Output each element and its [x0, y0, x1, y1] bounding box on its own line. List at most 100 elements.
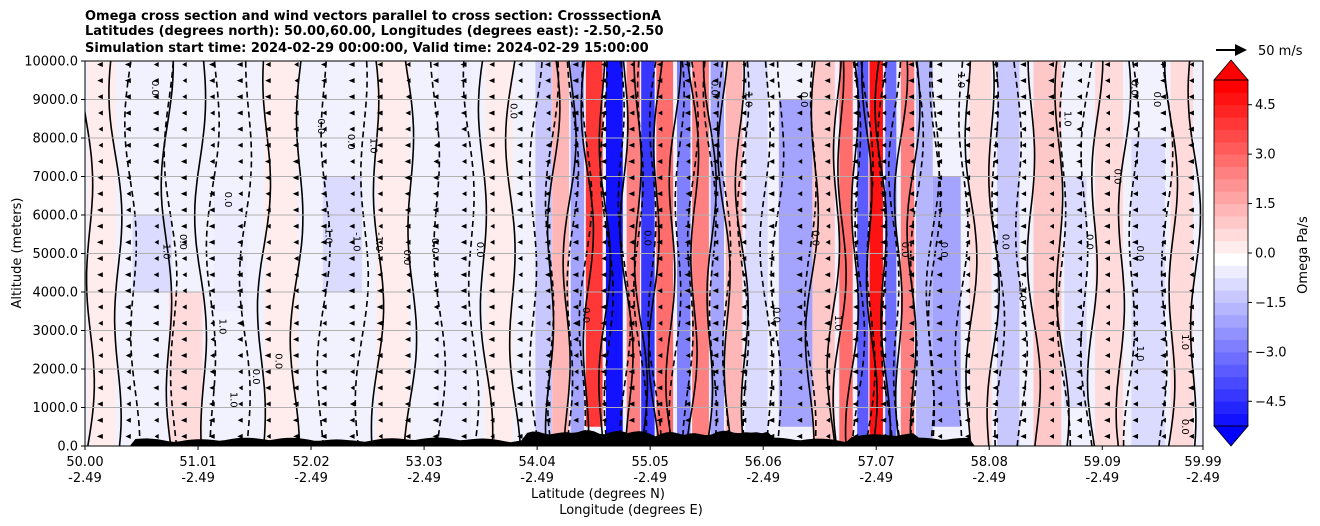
wind-vector [320, 433, 327, 439]
wind-vector [684, 78, 691, 84]
wind-vector [97, 94, 103, 100]
wind-vector [350, 401, 355, 407]
wind-vector [294, 288, 299, 294]
wind-vector [1161, 401, 1166, 407]
wind-vector [1048, 288, 1054, 294]
wind-vector [264, 159, 271, 164]
wind-vector [657, 304, 663, 310]
wind-vector [125, 142, 131, 148]
wind-vector [880, 417, 887, 423]
wind-vector [1048, 94, 1054, 100]
wind-vector [853, 78, 859, 84]
wind-vector [264, 336, 271, 342]
wind-vector [685, 417, 691, 423]
wind-vector [824, 288, 831, 294]
wind-vector [994, 110, 999, 116]
wind-vector [1132, 288, 1138, 294]
wind-vector [432, 223, 439, 229]
wind-vector [1076, 110, 1082, 116]
wind-vector [1020, 207, 1027, 213]
wind-vector [404, 159, 411, 164]
wind-vector [796, 110, 803, 116]
wind-vector [405, 320, 411, 326]
colorbar-level [1214, 327, 1248, 340]
wind-vector [741, 256, 747, 261]
wind-vector [656, 223, 663, 229]
wind-vector [658, 336, 663, 342]
wind-vector [488, 304, 495, 310]
wind-vector [572, 62, 579, 67]
wind-vector [460, 256, 467, 261]
wind-vector [684, 110, 691, 116]
contour-label: 0.0 [798, 92, 809, 108]
wind-vector [432, 417, 439, 423]
wind-vector [936, 159, 943, 164]
wind-vector [1160, 353, 1166, 358]
colorbar-level [1214, 129, 1248, 143]
wind-vector [740, 126, 747, 132]
wind-vector [292, 353, 299, 358]
wind-vector [992, 223, 999, 229]
wind-vector [1105, 78, 1110, 84]
wind-vector [573, 191, 579, 197]
wind-vector [880, 272, 887, 278]
wind-vector [125, 353, 131, 358]
wind-vector [181, 126, 187, 132]
wind-vector [124, 62, 131, 67]
wind-vector [97, 207, 103, 213]
wind-vector [964, 417, 971, 423]
wind-vector [433, 288, 439, 294]
x-tick-label-longitude: -2.49 [68, 471, 102, 486]
contour-label: 0.0 [474, 242, 485, 258]
wind-vector [433, 369, 439, 375]
wind-vector [320, 223, 327, 229]
wind-vector [1076, 353, 1082, 358]
y-tick-label: 8000.0 [33, 132, 79, 147]
wind-vector [797, 191, 803, 197]
wind-vector [1132, 401, 1138, 407]
wind-vector [1020, 223, 1027, 229]
wind-vector [462, 191, 467, 197]
wind-vector [97, 175, 103, 181]
contour-label: 0.0 [709, 80, 720, 96]
wind-vector [741, 288, 747, 294]
wind-vector [152, 320, 159, 326]
contour-labels: 0.0 -1.0 0.0 1.0 0.0 1.0 0.0 0.0 0.0 -1.0 -1.0 -1.0… [149, 72, 1190, 434]
wind-vector [852, 175, 859, 181]
wind-vector [657, 353, 663, 358]
wind-vector [181, 110, 187, 116]
wind-vector [264, 304, 271, 310]
wind-vector [852, 385, 859, 391]
wind-vector [320, 417, 327, 423]
colorbar-tick-label: 4.5 [1255, 98, 1276, 113]
wind-vector [1021, 353, 1027, 358]
wind-vector [517, 94, 523, 100]
wind-vector [98, 336, 103, 342]
x-tick-label-longitude: -2.49 [633, 471, 667, 486]
colorbar-level [1214, 253, 1248, 266]
wind-vector [517, 239, 523, 245]
wind-vector [937, 401, 943, 407]
wind-vector [434, 320, 439, 326]
wind-vector [602, 223, 607, 229]
wind-vector [628, 336, 635, 342]
wind-vector [349, 223, 355, 229]
wind-vector [992, 159, 999, 164]
wind-vector [1160, 256, 1166, 261]
wind-vector [909, 191, 915, 197]
colorbar-level [1214, 401, 1248, 415]
wind-vector [740, 385, 747, 391]
wind-vector [322, 126, 327, 132]
wind-vector [937, 223, 943, 229]
wind-vector [908, 62, 915, 67]
wind-vector [1161, 385, 1166, 391]
wind-vector [1160, 320, 1166, 326]
wind-vector [601, 239, 607, 245]
wind-vector [181, 433, 187, 439]
wind-vector [126, 191, 131, 197]
wind-vector [153, 94, 159, 100]
wind-vector [376, 353, 383, 358]
wind-vector [517, 110, 523, 116]
wind-vector [322, 353, 327, 358]
wind-vector [656, 207, 663, 213]
